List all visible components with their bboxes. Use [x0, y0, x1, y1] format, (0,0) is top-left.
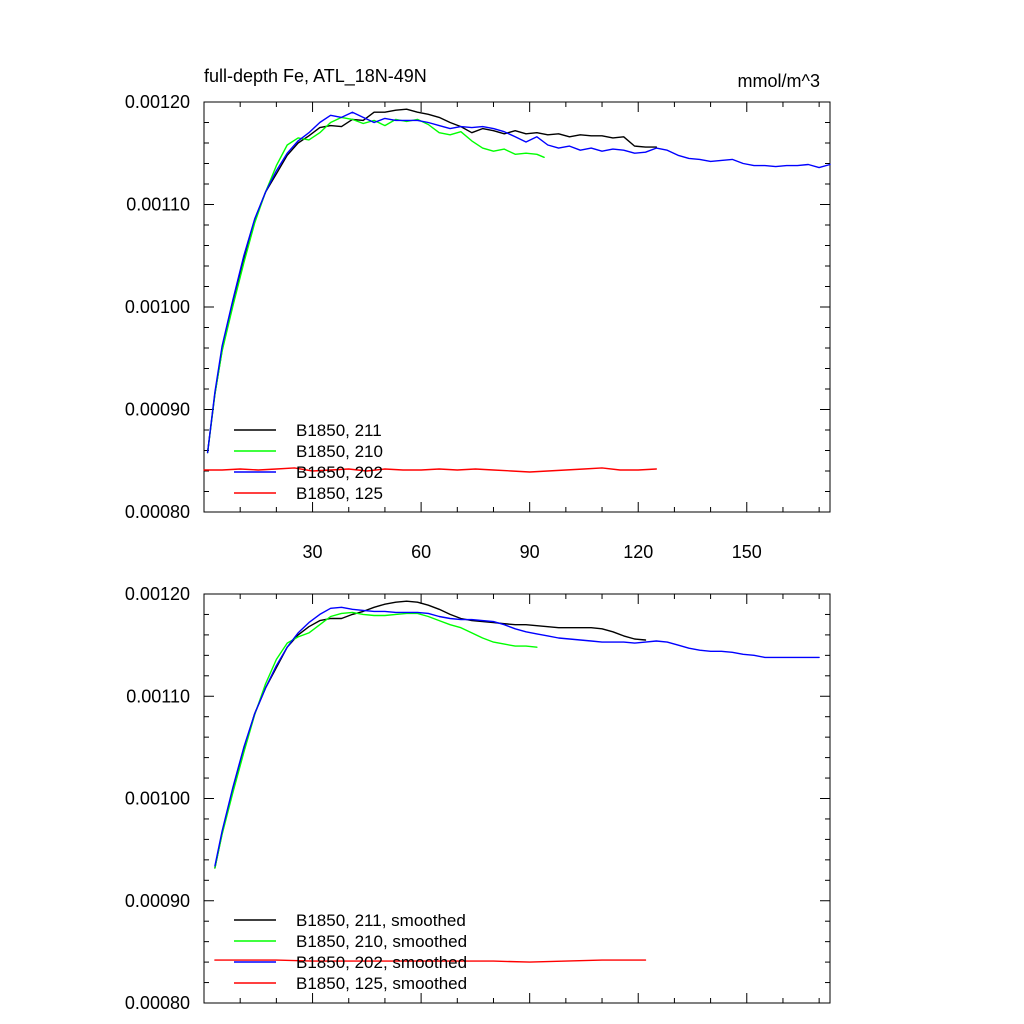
- y-tick-label: 0.00120: [125, 584, 190, 604]
- series-line: [214, 600, 647, 869]
- legend-label: B1850, 210: [296, 442, 383, 461]
- y-tick-label: 0.00110: [126, 195, 190, 215]
- legend-label: B1850, 125: [296, 484, 383, 503]
- y-tick-label: 0.00080: [125, 993, 190, 1013]
- series-line: [206, 111, 831, 454]
- units-label: mmol/m^3: [738, 71, 820, 91]
- y-tick-label: 0.00110: [126, 686, 190, 706]
- series-line: [206, 116, 545, 454]
- bottom-panel: 0.00080 0.00090 0.00100 0.00110 0.00120 B1850…: [125, 584, 831, 1013]
- legend-label: B1850, 202: [296, 463, 383, 482]
- x-tick-label: 60: [411, 542, 431, 562]
- y-tick-label: 0.00090: [125, 891, 190, 911]
- y-tick-label: 0.00080: [125, 502, 190, 522]
- legend-label: B1850, 125, smoothed: [296, 974, 467, 993]
- legend-label: B1850, 211: [296, 421, 382, 440]
- y-tick-label: 0.00090: [125, 400, 190, 420]
- legend-label: B1850, 211, smoothed: [296, 911, 466, 930]
- legend-label: B1850, 202, smoothed: [296, 953, 467, 972]
- y-tick-label: 0.00100: [125, 297, 190, 317]
- legend-label: B1850, 210, smoothed: [296, 932, 467, 951]
- series-line: [214, 959, 647, 963]
- chart-title: full-depth Fe, ATL_18N-49N: [204, 66, 427, 87]
- series-line: [206, 108, 657, 454]
- y-tick-label: 0.00100: [125, 789, 190, 809]
- y-tick-label: 0.00120: [125, 92, 190, 112]
- x-tick-label: 120: [623, 542, 653, 562]
- top-panel: 0.00080 0.00090 0.00100 0.00110 0.00120 30 60 9…: [125, 66, 831, 562]
- series-line: [214, 606, 820, 867]
- series-line: [214, 611, 538, 869]
- series-line: [203, 467, 657, 473]
- x-tick-label: 90: [520, 542, 540, 562]
- x-tick-label: 30: [303, 542, 323, 562]
- x-tick-label: 150: [732, 542, 762, 562]
